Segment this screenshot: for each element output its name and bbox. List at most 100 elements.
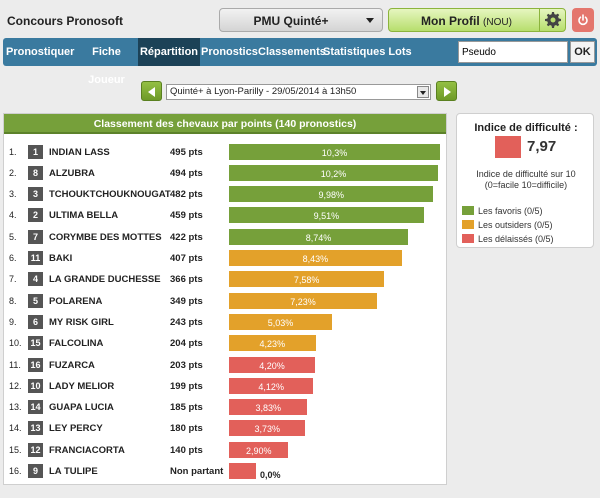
percentage-bar: [229, 292, 378, 309]
horse-points: 180 pts: [170, 423, 203, 435]
profile-tag: (NOU): [483, 17, 512, 28]
percentage-label: 3,73%: [254, 424, 280, 435]
horse-number-badge: 12: [28, 442, 43, 457]
percentage-label: 7,58%: [293, 275, 320, 286]
percentage-bar: [229, 399, 308, 416]
horse-points: 140 pts: [170, 444, 203, 456]
horse-points: 349 pts: [170, 295, 203, 307]
table-row: 3. 3 TCHOUKTCHOUKNOUGAT 482 pts 9,98%: [4, 184, 446, 205]
table-row: 11. 16 FUZARCA 203 pts 4,20%: [4, 355, 446, 376]
horse-points: 422 pts: [170, 231, 203, 243]
profile-name: Mon Profil (NOU): [421, 14, 512, 28]
horse-name: BAKI: [49, 253, 73, 264]
pmu-game-select[interactable]: PMU Quinté+: [219, 8, 383, 32]
horse-number-badge: 13: [28, 421, 43, 436]
arrow-left-icon: [148, 87, 155, 97]
table-row: 10. 15 FALCOLINA 204 pts 4,23%: [4, 333, 446, 354]
horse-name: LADY MELIOR: [49, 380, 115, 392]
horse-points: 494 pts: [170, 167, 203, 179]
pseudo-search-input[interactable]: [458, 41, 568, 63]
nav-lots[interactable]: Lots: [388, 46, 412, 58]
rank-label: 11.: [9, 359, 21, 370]
rank-label: 12.: [9, 380, 22, 391]
nav-classements[interactable]: Classements: [258, 46, 326, 58]
rank-label: 16.: [9, 466, 22, 476]
percentage-label: 9,51%: [313, 211, 340, 222]
profile-button[interactable]: Mon Profil (NOU): [388, 8, 566, 32]
race-select[interactable]: Quinté+ à Lyon-Parilly - 29/05/2014 à 13…: [166, 84, 431, 100]
percentage-label: 10,3%: [321, 147, 348, 158]
nav-repartition[interactable]: Répartition: [138, 38, 200, 66]
horse-points: 243 pts: [170, 316, 203, 328]
ranking-panel: Classement des chevaux par points (140 p…: [3, 113, 447, 485]
legend-delaisses: Les délaissés (0/5): [462, 234, 554, 244]
table-row: 4. 2 ULTIMA BELLA 459 pts 9,51%: [4, 205, 446, 226]
table-row: 16. 9 LA TULIPE Non partant 0,0%: [4, 461, 446, 482]
next-race-button[interactable]: [436, 81, 457, 101]
table-row: 5. 7 CORYMBE DES MOTTES 422 pts 8,74%: [4, 227, 446, 248]
table-row: 9. 6 MY RISK GIRL 243 pts 5,03%: [4, 312, 446, 333]
logout-power-icon[interactable]: [572, 8, 594, 32]
percentage-label: 4,23%: [259, 339, 286, 350]
percentage-label: 0,0%: [260, 470, 281, 480]
horse-points: 199 pts: [170, 380, 203, 392]
horse-number-badge: 8: [28, 165, 43, 180]
legend-swatch: [462, 220, 474, 229]
percentage-bar: [229, 164, 438, 181]
legend-outsiders: Les outsiders (0/5): [462, 220, 553, 230]
percentage-bar: [229, 143, 440, 160]
horse-points: 185 pts: [170, 402, 203, 414]
difficulty-swatch: [495, 136, 521, 158]
horse-number-badge: 7: [28, 229, 43, 244]
nav-pronostiquer[interactable]: Pronostiquer: [6, 46, 75, 58]
percentage-bar: [229, 356, 316, 373]
table-row: 6. 11 BAKI 407 pts 8,43%: [4, 248, 446, 269]
rank-label: 4.: [9, 210, 17, 221]
horse-name: ULTIMA BELLA: [49, 210, 119, 222]
percentage-label: 4,12%: [258, 381, 284, 392]
rank-label: 14.: [9, 423, 22, 434]
percentage-bar: [229, 377, 314, 394]
horse-points: 203 pts: [170, 359, 203, 371]
horse-points: 459 pts: [170, 210, 203, 222]
percentage-label: 10,2%: [320, 168, 347, 179]
nav-pronostics[interactable]: Pronostics: [201, 46, 258, 58]
arrow-right-icon: [444, 87, 451, 97]
horse-number-badge: 11: [28, 251, 43, 265]
rank-label: 6.: [9, 253, 17, 263]
horse-name: TCHOUKTCHOUKNOUGAT: [49, 189, 171, 201]
horse-points: 366 pts: [170, 274, 203, 286]
rank-label: 2.: [9, 167, 17, 178]
percentage-label: 8,43%: [302, 254, 329, 264]
horse-points: 204 pts: [170, 338, 203, 350]
legend-swatch: [462, 234, 474, 243]
horse-number-badge: 9: [28, 464, 43, 478]
percentage-bar: [229, 463, 256, 479]
percentage-bar: [229, 228, 409, 245]
horse-number-badge: 14: [28, 400, 43, 415]
percentage-bar: [229, 313, 333, 330]
nav-fiche-joueur[interactable]: Fiche Joueur: [88, 46, 125, 86]
prev-race-button[interactable]: [141, 81, 162, 101]
horse-name: LA GRANDE DUCHESSE: [49, 274, 161, 286]
horse-number-badge: 16: [28, 357, 43, 372]
horse-points: Non partant: [170, 466, 224, 477]
ok-button[interactable]: OK: [570, 41, 595, 63]
nav-statistiques[interactable]: Statistiques: [323, 46, 386, 58]
table-row: 7. 4 LA GRANDE DUCHESSE 366 pts 7,58%: [4, 269, 446, 290]
horse-number-badge: 5: [28, 293, 43, 308]
horse-name: INDIAN LASS: [49, 146, 110, 158]
table-row: 2. 8 ALZUBRA 494 pts 10,2%: [4, 163, 446, 184]
chevron-down-icon: [417, 86, 429, 98]
table-row: 15. 12 FRANCIACORTA 140 pts 2,90%: [4, 440, 446, 461]
chevron-down-icon: [366, 18, 374, 23]
table-row: 12. 10 LADY MELIOR 199 pts 4,12%: [4, 376, 446, 397]
percentage-bar: [229, 441, 289, 458]
rank-label: 3.: [9, 189, 17, 200]
percentage-label: 3,83%: [255, 403, 281, 414]
horse-name: CORYMBE DES MOTTES: [49, 231, 162, 243]
gear-icon[interactable]: [539, 9, 565, 31]
percentage-label: 5,03%: [267, 317, 294, 328]
horse-points: 495 pts: [170, 146, 203, 158]
horse-name: LEY PERCY: [49, 423, 103, 435]
